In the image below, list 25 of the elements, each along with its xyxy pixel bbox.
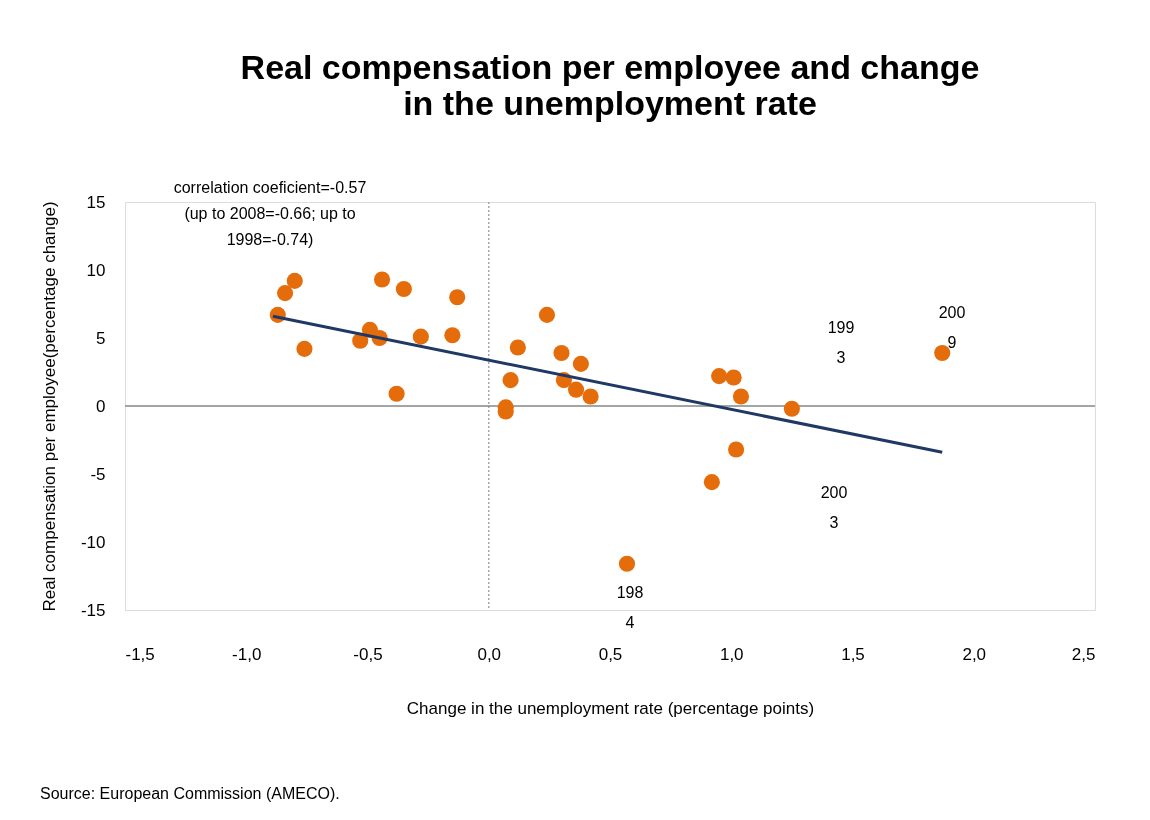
y-axis-title: Real compensation per employee(percentage change) xyxy=(39,201,59,612)
annotation: 198 4 xyxy=(616,584,644,631)
y-tick-label: 15 xyxy=(86,192,106,212)
annotation: correlation coeficient=-0.57 (up to 2008=-0.66; up to 1998=-0.74) xyxy=(173,179,367,248)
y-tick-label: 0 xyxy=(96,396,106,416)
x-tick-label: 0,5 xyxy=(598,644,623,664)
y-tick-label: 10 xyxy=(86,260,106,280)
y-tick-label: 5 xyxy=(96,328,106,348)
annotation: 200 3 xyxy=(820,484,848,531)
x-tick-label: -1,0 xyxy=(232,644,262,664)
chart-title: Real compensation per employee and change in the unemployment rate xyxy=(240,48,980,122)
annotation: 199 3 xyxy=(827,319,855,366)
x-tick-label: -0,5 xyxy=(353,644,383,664)
x-tick-label: 1,5 xyxy=(841,644,865,664)
x-axis-title: Change in the unemployment rate (percentage points) xyxy=(406,698,815,718)
y-tick-label: -5 xyxy=(90,464,106,484)
x-tick-label: 0,0 xyxy=(477,644,502,664)
x-tick-label: 2,5 xyxy=(1071,644,1096,664)
x-tick-label: -1,5 xyxy=(125,644,155,664)
y-tick-label: -10 xyxy=(80,532,106,552)
x-tick-label: 2,0 xyxy=(962,644,987,664)
annotation: 200 9 xyxy=(938,304,966,351)
source-note: Source: European Commission (AMECO). xyxy=(40,785,340,802)
y-tick-label: -15 xyxy=(80,600,106,620)
x-tick-label: 1,0 xyxy=(719,644,744,664)
